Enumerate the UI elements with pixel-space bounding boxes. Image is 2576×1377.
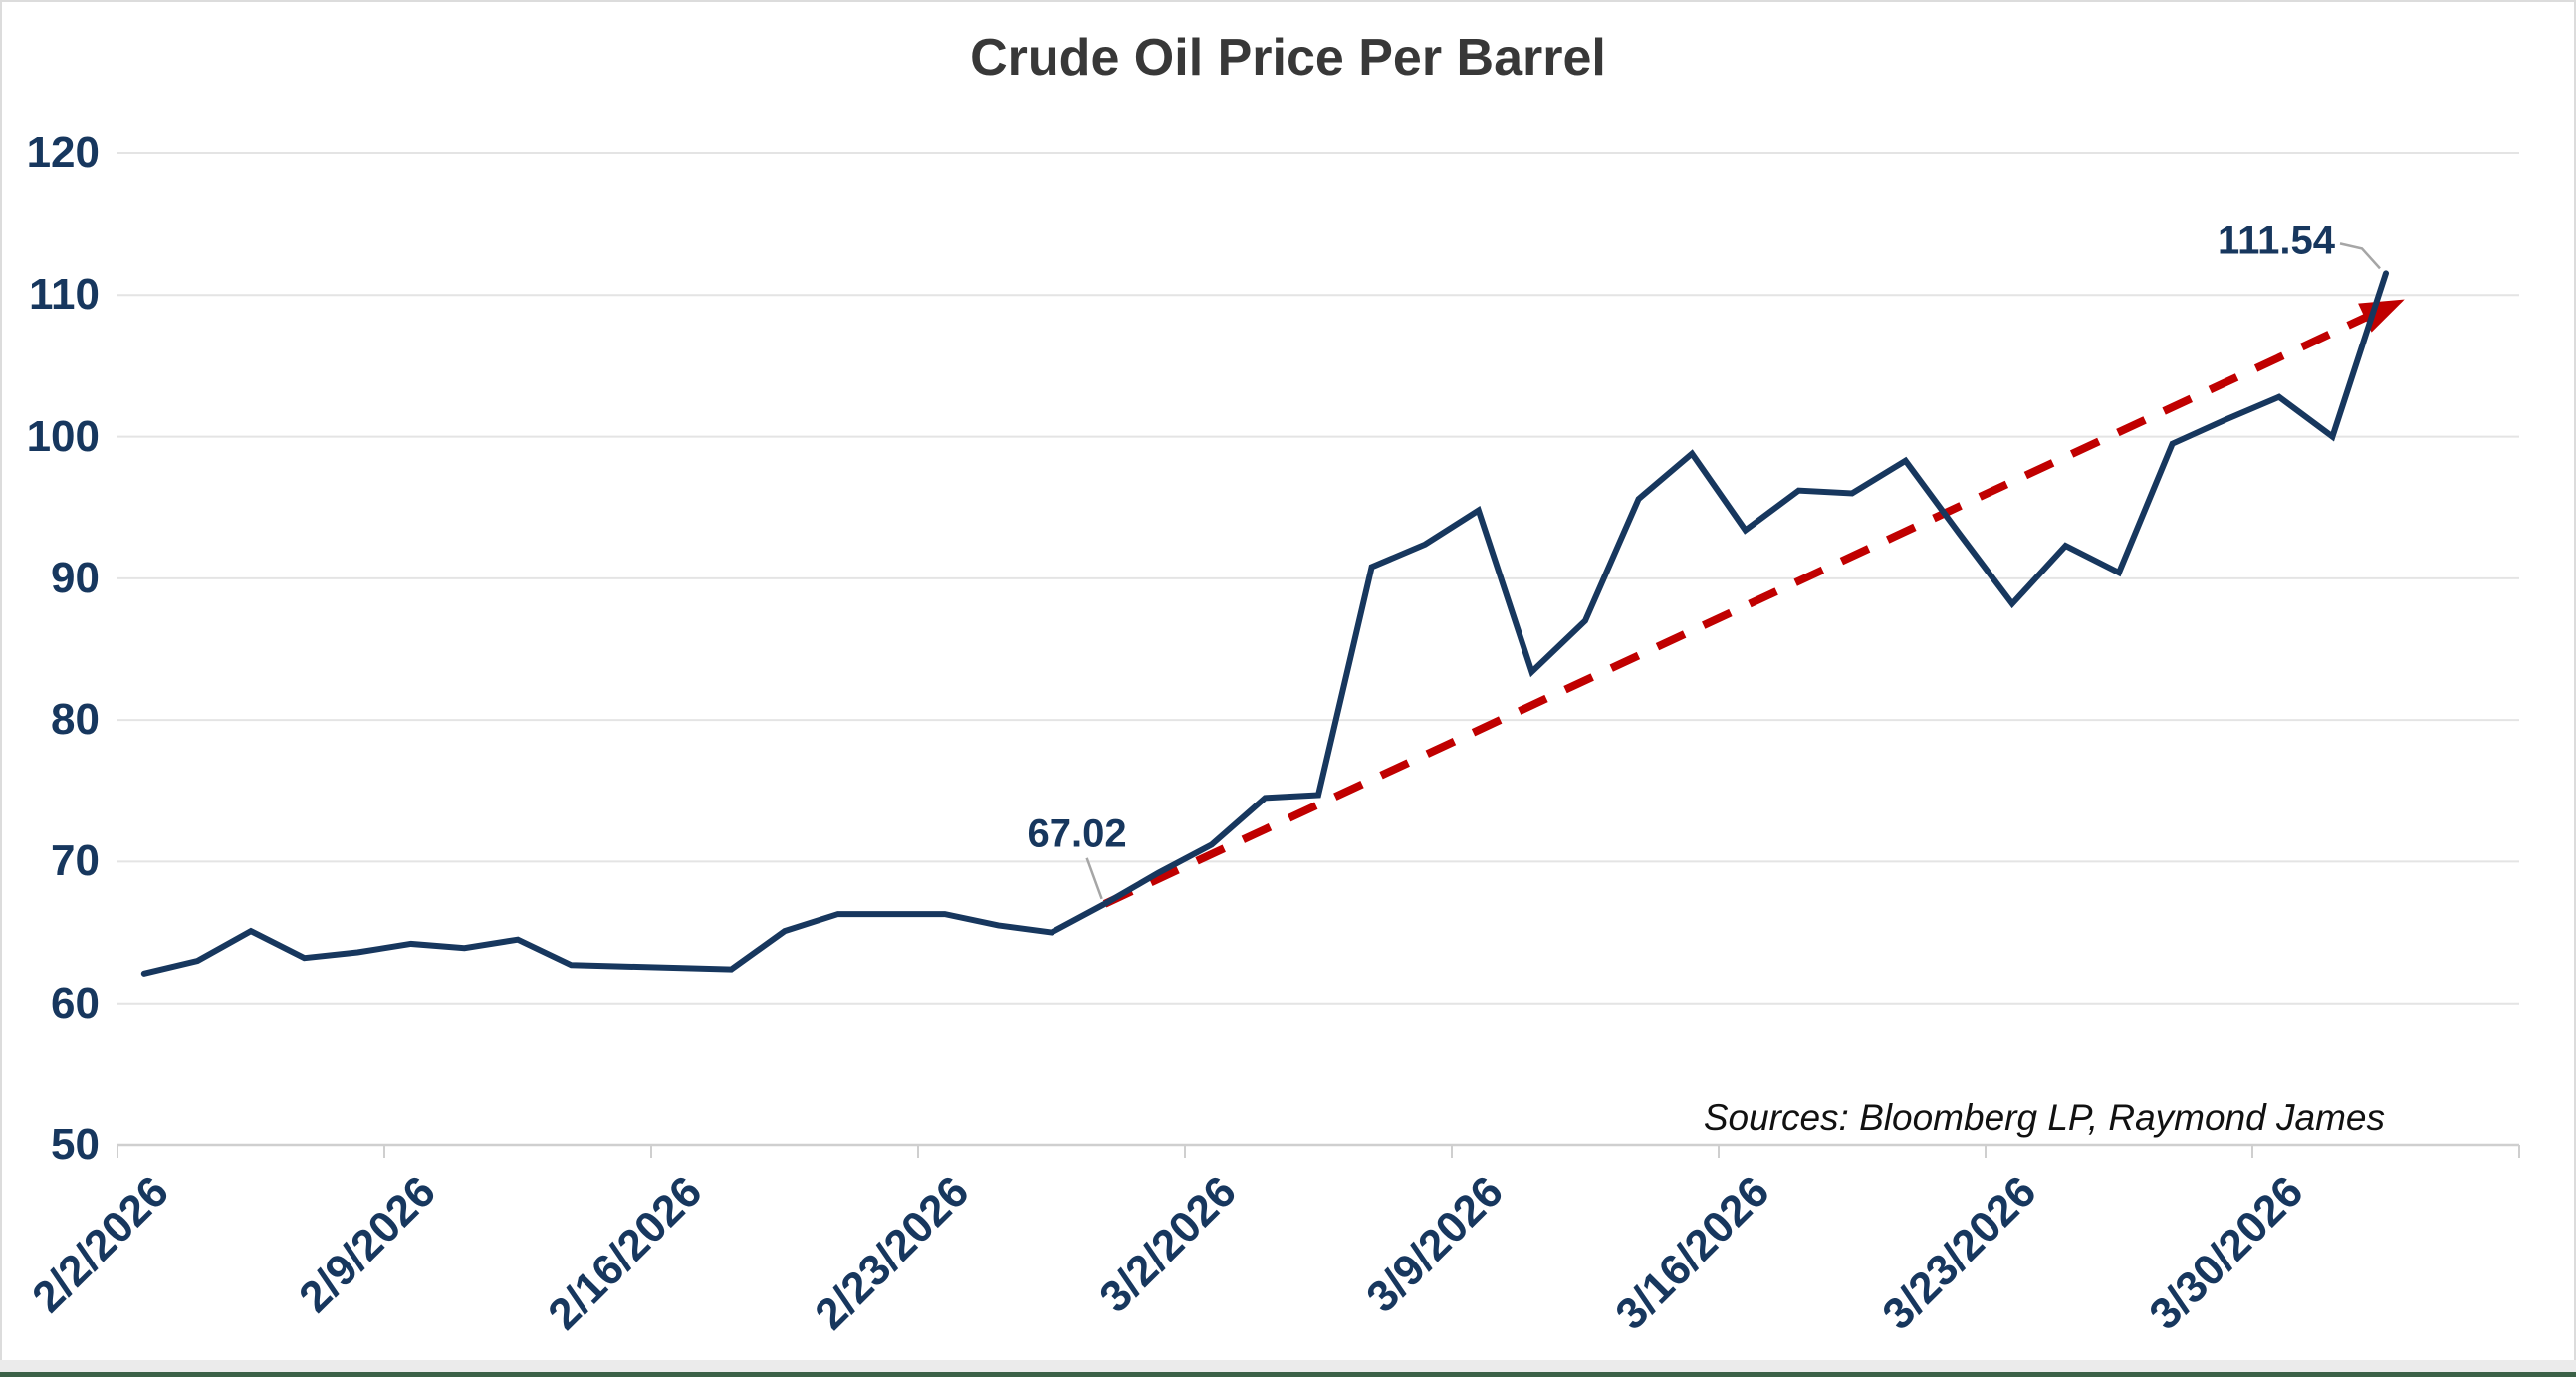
y-axis-label-110: 110 bbox=[29, 270, 100, 320]
gridlines bbox=[117, 152, 2519, 1005]
chart-title: Crude Oil Price Per Barrel bbox=[970, 29, 1606, 87]
x-axis-line-and-ticks bbox=[117, 1143, 2520, 1158]
annotation-label-67-02: 67.02 bbox=[1027, 811, 1127, 856]
y-axis-label-80: 80 bbox=[51, 695, 100, 745]
price-line bbox=[140, 270, 2389, 977]
leader-line bbox=[2339, 242, 2381, 270]
y-axis-label-100: 100 bbox=[26, 411, 100, 461]
leader-line bbox=[1085, 857, 1103, 900]
y-axis-label-60: 60 bbox=[51, 978, 100, 1028]
trend-arrow bbox=[1102, 299, 2405, 908]
trend-dashed-line bbox=[1102, 310, 2376, 908]
annotation-leader-lines bbox=[1085, 242, 2381, 900]
bottom-green-edge bbox=[0, 1372, 2576, 1377]
bottom-gray-strip bbox=[0, 1360, 2576, 1372]
y-axis-label-50: 50 bbox=[51, 1120, 100, 1169]
sources-note: Sources: Bloomberg LP, Raymond James bbox=[1703, 1097, 2385, 1138]
trend-arrowhead bbox=[2358, 299, 2405, 333]
annotation-label-111-54: 111.54 bbox=[2218, 218, 2335, 263]
y-axis-label-70: 70 bbox=[51, 836, 100, 886]
y-axis-label-90: 90 bbox=[51, 553, 100, 602]
price-polyline bbox=[140, 270, 2389, 977]
y-axis-label-120: 120 bbox=[26, 128, 100, 177]
